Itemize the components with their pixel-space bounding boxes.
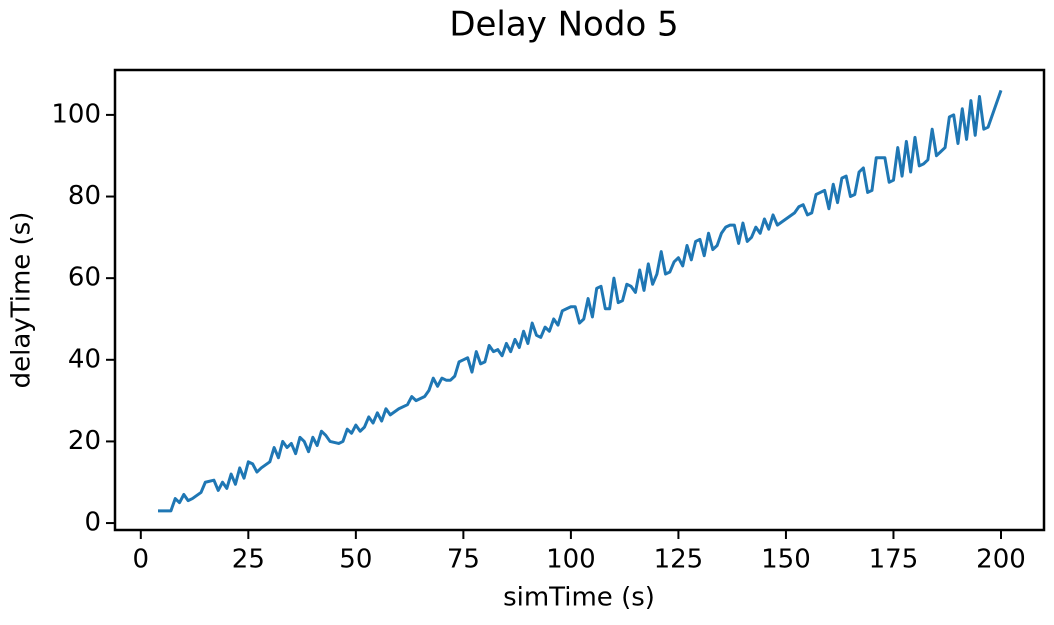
y-tick-label: 20 bbox=[68, 426, 101, 456]
y-tick-label: 60 bbox=[68, 263, 101, 293]
y-axis-label: delayTime (s) bbox=[7, 212, 37, 389]
x-tick-label: 175 bbox=[869, 545, 919, 575]
plot-frame bbox=[113, 68, 1046, 532]
chart-title: Delay Nodo 5 bbox=[449, 5, 678, 45]
x-tick-label: 150 bbox=[761, 545, 811, 575]
x-tick-label: 100 bbox=[546, 545, 596, 575]
y-tick-label: 40 bbox=[68, 344, 101, 374]
x-axis-label: simTime (s) bbox=[503, 583, 655, 613]
x-tick-label: 0 bbox=[133, 545, 150, 575]
x-tick-label: 25 bbox=[232, 545, 265, 575]
y-tick-label: 100 bbox=[51, 99, 101, 129]
y-tick-label: 0 bbox=[84, 508, 101, 538]
x-tick-label: 125 bbox=[654, 545, 704, 575]
x-tick-label: 200 bbox=[976, 545, 1026, 575]
x-tick-label: 50 bbox=[339, 545, 372, 575]
y-tick-label: 80 bbox=[68, 181, 101, 211]
x-tick-label: 75 bbox=[447, 545, 480, 575]
data-line bbox=[158, 89, 1003, 513]
